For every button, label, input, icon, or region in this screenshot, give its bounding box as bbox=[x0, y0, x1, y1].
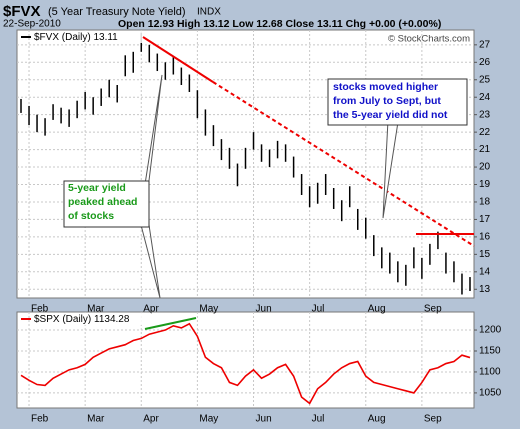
x-tick-label: Sep bbox=[424, 304, 442, 315]
y-tick-label: 20 bbox=[479, 162, 491, 173]
x-tick-label: Jun bbox=[256, 304, 272, 315]
annotation-line: stocks moved higher bbox=[333, 81, 438, 93]
y-tick-label: 19 bbox=[479, 179, 491, 190]
x-tick-label: Feb bbox=[31, 414, 49, 425]
callout bbox=[382, 119, 399, 219]
x-tick-label: May bbox=[199, 414, 218, 425]
annotation-line: of stocks bbox=[68, 210, 114, 222]
x-tick-label: Apr bbox=[143, 414, 159, 425]
date: 22-Sep-2010 bbox=[3, 19, 61, 30]
x-tick-label: Apr bbox=[143, 304, 159, 315]
x-tick-label: Jul bbox=[312, 414, 325, 425]
legend-label: $SPX (Daily) 1134.28 bbox=[34, 314, 130, 325]
annotation: stocks moved higher from July to Sept, bu… bbox=[333, 81, 448, 121]
annotation-line: from July to Sept, but bbox=[333, 95, 441, 107]
x-tick-label: Feb bbox=[31, 304, 49, 315]
annotation-box bbox=[327, 78, 468, 126]
annotation-box bbox=[63, 180, 150, 228]
quote: Open 12.93 High 13.12 Low 12.68 Close 13… bbox=[118, 18, 441, 30]
exchange: INDX bbox=[197, 7, 221, 18]
annotation: 5-year yield peaked ahead of stocks bbox=[68, 182, 137, 222]
y-tick-label: 14 bbox=[479, 266, 491, 277]
x-tick-label: Aug bbox=[368, 414, 386, 425]
x-tick-label: Sep bbox=[424, 414, 442, 425]
y-tick-label: 17 bbox=[479, 214, 491, 225]
x-tick-label: Mar bbox=[87, 414, 105, 425]
trendline-ext bbox=[212, 81, 475, 247]
annotation-line: the 5-year yield did not bbox=[333, 109, 448, 121]
y-tick-label: 24 bbox=[479, 92, 491, 103]
x-tick-label: Jun bbox=[256, 414, 272, 425]
y-tick-label: 27 bbox=[479, 39, 491, 50]
annotation-line: peaked ahead bbox=[68, 196, 137, 208]
y-tick-label: 18 bbox=[479, 197, 491, 208]
security-name: (5 Year Treasury Note Yield) bbox=[48, 6, 186, 18]
spx-trendline bbox=[144, 317, 197, 330]
y-tick-label: 21 bbox=[479, 144, 491, 155]
x-tick-label: Aug bbox=[368, 304, 386, 315]
trendline bbox=[142, 36, 214, 83]
line bbox=[20, 322, 471, 405]
spx-panel bbox=[16, 311, 475, 409]
x-tick-label: Mar bbox=[87, 304, 105, 315]
y-tick-label: 13 bbox=[479, 284, 491, 295]
credit: © StockCharts.com bbox=[388, 34, 470, 45]
legend-label: $FVX (Daily) 13.11 bbox=[34, 32, 118, 43]
legend-bg bbox=[33, 313, 151, 325]
y-tick-label: 1200 bbox=[479, 325, 502, 336]
y-tick-label: 1100 bbox=[479, 367, 501, 378]
y-tick-label: 1050 bbox=[479, 388, 502, 399]
y-tick-label: 23 bbox=[479, 109, 491, 120]
annotation-line: 5-year yield bbox=[68, 182, 126, 194]
legend-bg bbox=[33, 31, 151, 43]
y-tick-label: 25 bbox=[479, 74, 491, 85]
y-tick-label: 15 bbox=[479, 249, 491, 260]
y-tick-label: 22 bbox=[479, 127, 491, 138]
symbol: $FVX bbox=[3, 3, 41, 20]
y-tick-label: 26 bbox=[479, 57, 491, 68]
y-tick-label: 16 bbox=[479, 232, 491, 243]
x-tick-label: May bbox=[199, 304, 218, 315]
x-tick-label: Jul bbox=[312, 304, 325, 315]
y-tick-label: 1150 bbox=[479, 346, 501, 357]
